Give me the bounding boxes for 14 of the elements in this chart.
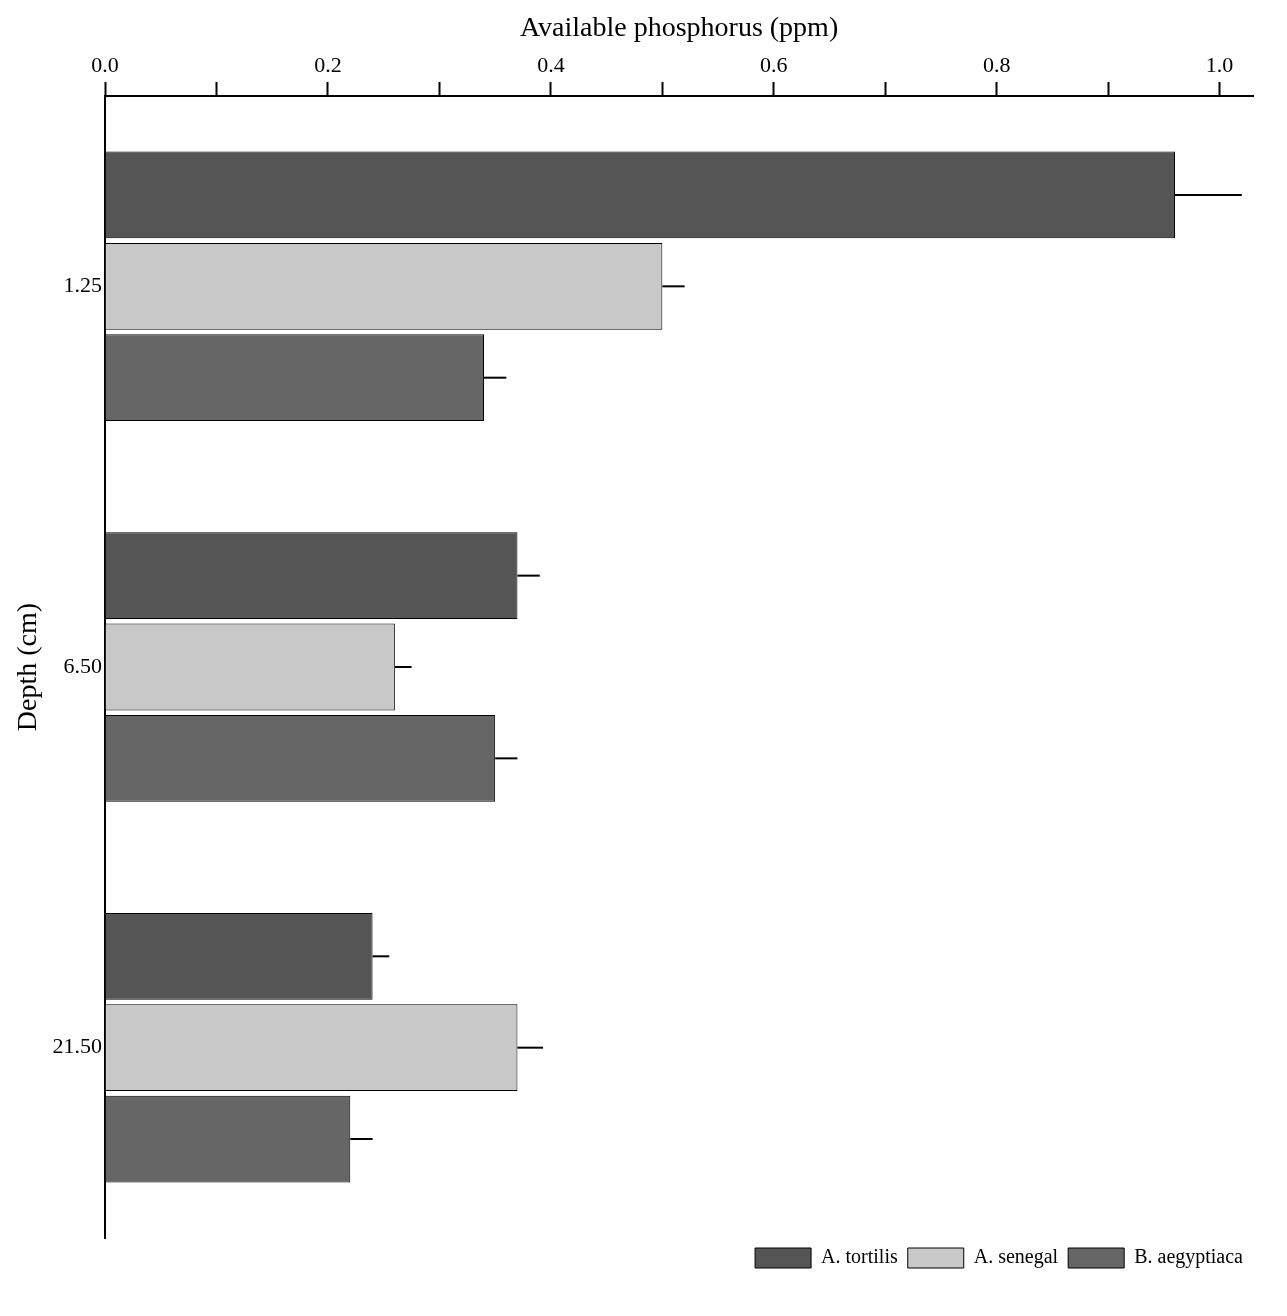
x-axis-title: Available phosphorus (ppm) [519,11,839,43]
legend-label: B. aegyptiaca [1134,1245,1244,1269]
y-axis-title: Depth (cm) [11,602,43,732]
legend-label: A. tortilis [821,1245,898,1268]
x-tick-label: 0.4 [537,51,565,77]
y-tick-label: 21.50 [52,1033,103,1059]
x-tick-label: 0.0 [91,51,119,77]
x-tick-label: 0.2 [314,51,342,77]
x-tick-label: 0.8 [982,51,1011,77]
y-tick-label: 6.50 [63,652,103,678]
x-tick-label: 1.0 [1205,51,1234,77]
x-tick-label: 0.6 [760,51,788,77]
y-tick-label: 1.25 [63,272,103,298]
legend-label: A. senegal [973,1245,1059,1269]
